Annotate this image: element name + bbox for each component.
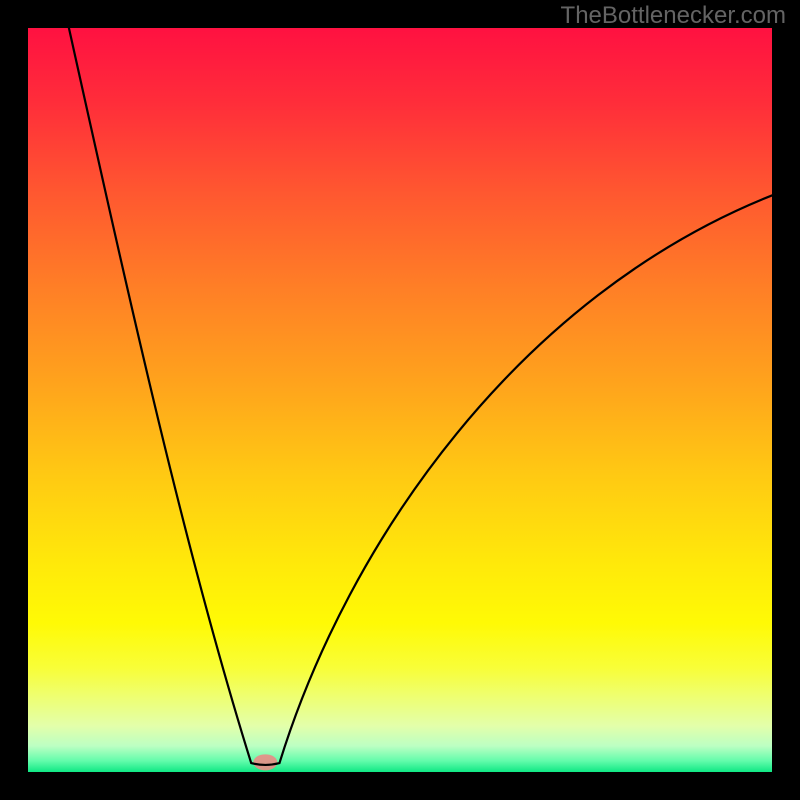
minimum-marker [253, 754, 277, 770]
bottleneck-chart [0, 0, 800, 800]
chart-container: TheBottlenecker.com [0, 0, 800, 800]
watermark-text: TheBottlenecker.com [561, 2, 786, 30]
plot-background [28, 28, 772, 772]
